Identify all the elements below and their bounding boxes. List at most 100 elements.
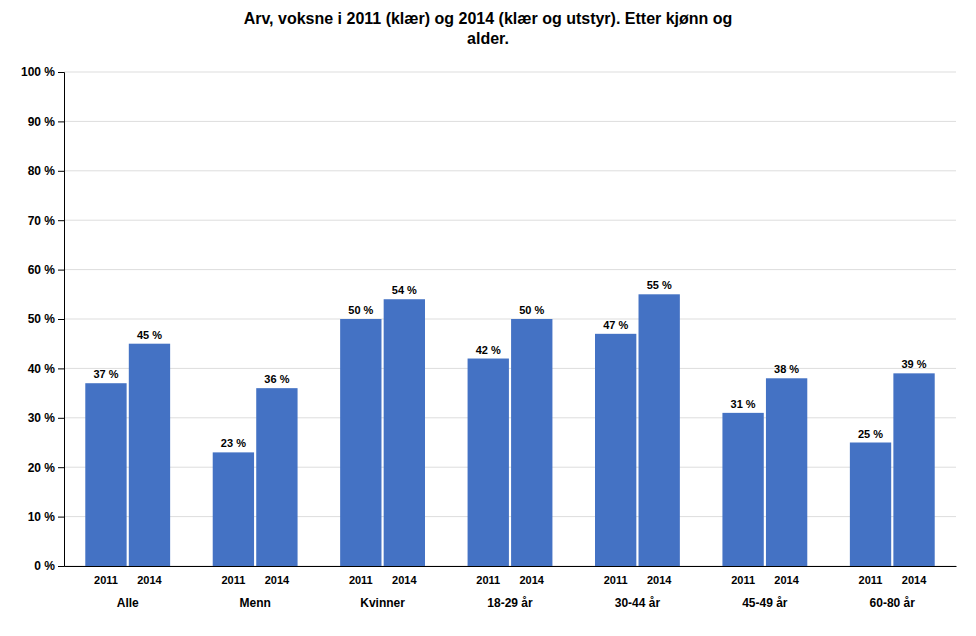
series-label: 2014 [265,574,290,586]
tick: 90 % [28,115,64,129]
bar [850,443,891,567]
tick-mark [58,270,64,271]
data-labels: 37 %23 %50 %42 %47 %31 %25 %45 %36 %54 %… [93,279,926,449]
plot: 0 % 10 % 20 % 30 % 40 % 50 % 60 % 70 % 80 % 90 % 1… [21,65,957,609]
bars [85,294,934,566]
y-axis: 0 % 10 % 20 % 30 % 40 % 50 % 60 % 70 % 80 % 90 % 1… [21,65,65,573]
tick-mark [58,220,64,221]
tick-label: 80 % [28,164,56,178]
bar [340,319,381,566]
grid [64,72,956,566]
series-label: 2014 [647,574,672,586]
tick: 40 % [28,362,64,376]
data-label: 37 % [93,368,118,380]
tick: 45-49 år [742,596,788,610]
bar [722,413,763,566]
tick-label: 60-80 år [870,596,916,610]
x-axis: Alle Menn Kvinner 18-29 år 30-44 år 45-49 år 6… [65,567,957,610]
tick: 30 % [28,411,64,425]
tick-label: 10 % [28,510,56,524]
tick: 60 % [28,263,64,277]
data-label: 55 % [647,279,672,291]
tick-mark [58,418,64,419]
bar [639,294,680,566]
series-label: 2014 [774,574,799,586]
bar [893,373,934,566]
axis-line [58,73,65,567]
tick-label: 50 % [28,312,56,326]
tick-label: 30 % [28,411,56,425]
tick: 50 % [28,312,64,326]
tick-label: 90 % [28,115,56,129]
grid-line [64,121,956,122]
tick: 20 % [28,461,64,475]
data-label: 45 % [137,329,162,341]
tick-label: Kvinner [360,596,405,610]
tick-mark [58,171,64,172]
tick-mark [58,467,64,468]
grid-line [64,269,956,270]
tick-label: 60 % [28,263,56,277]
data-label: 36 % [264,373,289,385]
data-label: 42 % [476,344,501,356]
grid-line [64,72,956,73]
tick: Menn [239,596,270,610]
tick-label: 45-49 år [742,596,788,610]
series-label: 2011 [221,574,245,586]
tick-mark [58,566,64,567]
tick: 0 % [34,559,64,573]
tick-mark [58,121,64,122]
series-label: 2014 [137,574,162,586]
axis-line [65,566,957,567]
bar [129,344,170,566]
bar [595,334,636,566]
tick-label: 0 % [34,559,55,573]
series-label: 2011 [859,574,883,586]
tick: 70 % [28,214,64,228]
tick-label: 18-29 år [487,596,533,610]
data-label: 31 % [731,398,756,410]
tick: 10 % [28,510,64,524]
bar [511,319,552,566]
tick-label: 100 % [21,65,55,79]
bar [468,359,509,566]
series-label: 2011 [731,574,755,586]
tick-mark [58,517,64,518]
series-label: 2014 [392,574,417,586]
tick-label: 30-44 år [615,596,661,610]
tick-label: 40 % [28,362,56,376]
bar [256,388,297,566]
title-line: Arv, voksne i 2011 (klær) og 2014 (klær … [244,10,733,27]
bar [213,452,254,566]
data-label: 54 % [392,284,417,296]
series-labels: 2011 2011 2011 2011 2011 2011 2011 2014 2014 2014… [94,574,927,586]
tick: 30-44 år [615,596,661,610]
data-label: 38 % [774,363,799,375]
series-label: 2011 [349,574,373,586]
tick-mark [58,72,64,73]
grid-line [64,467,956,468]
series-label: 2011 [94,574,118,586]
grid-line [64,368,956,369]
chart: Arv, voksne i 2011 (klær) og 2014 (klær … [0,0,976,636]
tick-label: Menn [239,596,270,610]
tick-mark [58,319,64,320]
grid-line [64,220,956,221]
tick-label: 20 % [28,461,56,475]
data-label: 23 % [221,437,246,449]
series-label: 2011 [476,574,500,586]
bar [85,383,126,566]
data-label: 50 % [348,304,373,316]
tick: 60-80 år [870,596,916,610]
grid-line [64,516,956,517]
tick: Alle [117,596,139,610]
data-label: 39 % [902,358,927,370]
series-label: 2011 [604,574,628,586]
grid-line [64,566,956,567]
data-label: 47 % [603,319,628,331]
title-line: alder. [467,30,509,47]
title: Arv, voksne i 2011 (klær) og 2014 (klær … [244,10,733,47]
tick: 100 % [21,65,64,79]
tick: 80 % [28,164,64,178]
tick-label: 70 % [28,214,56,228]
